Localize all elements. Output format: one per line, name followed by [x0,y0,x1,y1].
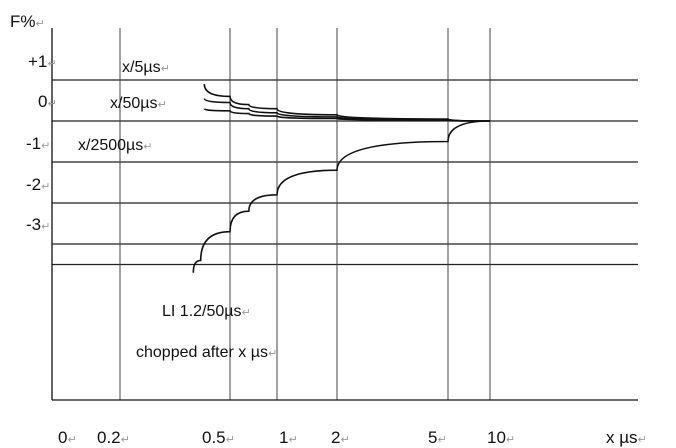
return-mark: ↵ [41,220,50,233]
annotation-chopped: chopped after x µs↵ [136,344,277,361]
y-axis-title: F%↵ [10,12,45,31]
curves [192,84,491,273]
x-tick-label: 10↵ [487,428,515,447]
return-mark: ↵ [437,433,446,446]
x-tick-label: 1↵ [279,428,298,447]
labels: +1↵ 0↵ -1↵ -2↵ -3↵ F%↵ 0↵ 0.2↵ 0.5↵ 1↵ 2↵ 5↵ 10↵ x µs… [10,12,647,447]
return-mark: ↵ [143,140,152,153]
series-curve-4 [192,120,491,273]
annotation-x-2500us: x/2500µs↵ [78,137,152,154]
axes [51,28,638,401]
return-mark: ↵ [268,347,277,360]
return-mark: ↵ [41,139,50,152]
x-tick-label: 2↵ [331,428,350,447]
y-tick-label: -3↵ [26,215,50,234]
x-axis-title: x µs↵ [606,428,647,447]
series-curve-2 [203,98,491,122]
annotation-li-1-2-50us: LI 1.2/50µs↵ [162,303,251,320]
series-curve-1 [203,84,491,122]
y-tick-label: -2↵ [26,175,50,194]
return-mark: ↵ [41,180,50,193]
grid [52,28,638,400]
x-tick-label: 0↵ [58,428,77,447]
return-mark: ↵ [47,97,56,110]
return-mark: ↵ [157,98,166,111]
return-mark: ↵ [638,433,647,446]
y-tick-label: -1↵ [26,134,50,153]
y-tick-label: +1↵ [28,52,57,71]
return-mark: ↵ [67,433,76,446]
return-mark: ↵ [506,433,515,446]
x-tick-label: 0.2↵ [97,428,130,447]
return-mark: ↵ [161,62,170,75]
return-mark: ↵ [121,433,130,446]
x-tick-label: 5↵ [428,428,447,447]
return-mark: ↵ [226,433,235,446]
y-tick-label: 0↵ [38,92,57,111]
annotation-x-5us: x/5µs↵ [122,59,170,76]
x-tick-label: 0.5↵ [202,428,235,447]
return-mark: ↵ [242,306,251,319]
annotation-x-50us: x/50µs↵ [110,95,167,112]
return-mark: ↵ [288,433,297,446]
return-mark: ↵ [340,433,349,446]
return-mark: ↵ [36,17,45,30]
series-curve-3 [203,107,491,122]
return-mark: ↵ [47,57,56,70]
